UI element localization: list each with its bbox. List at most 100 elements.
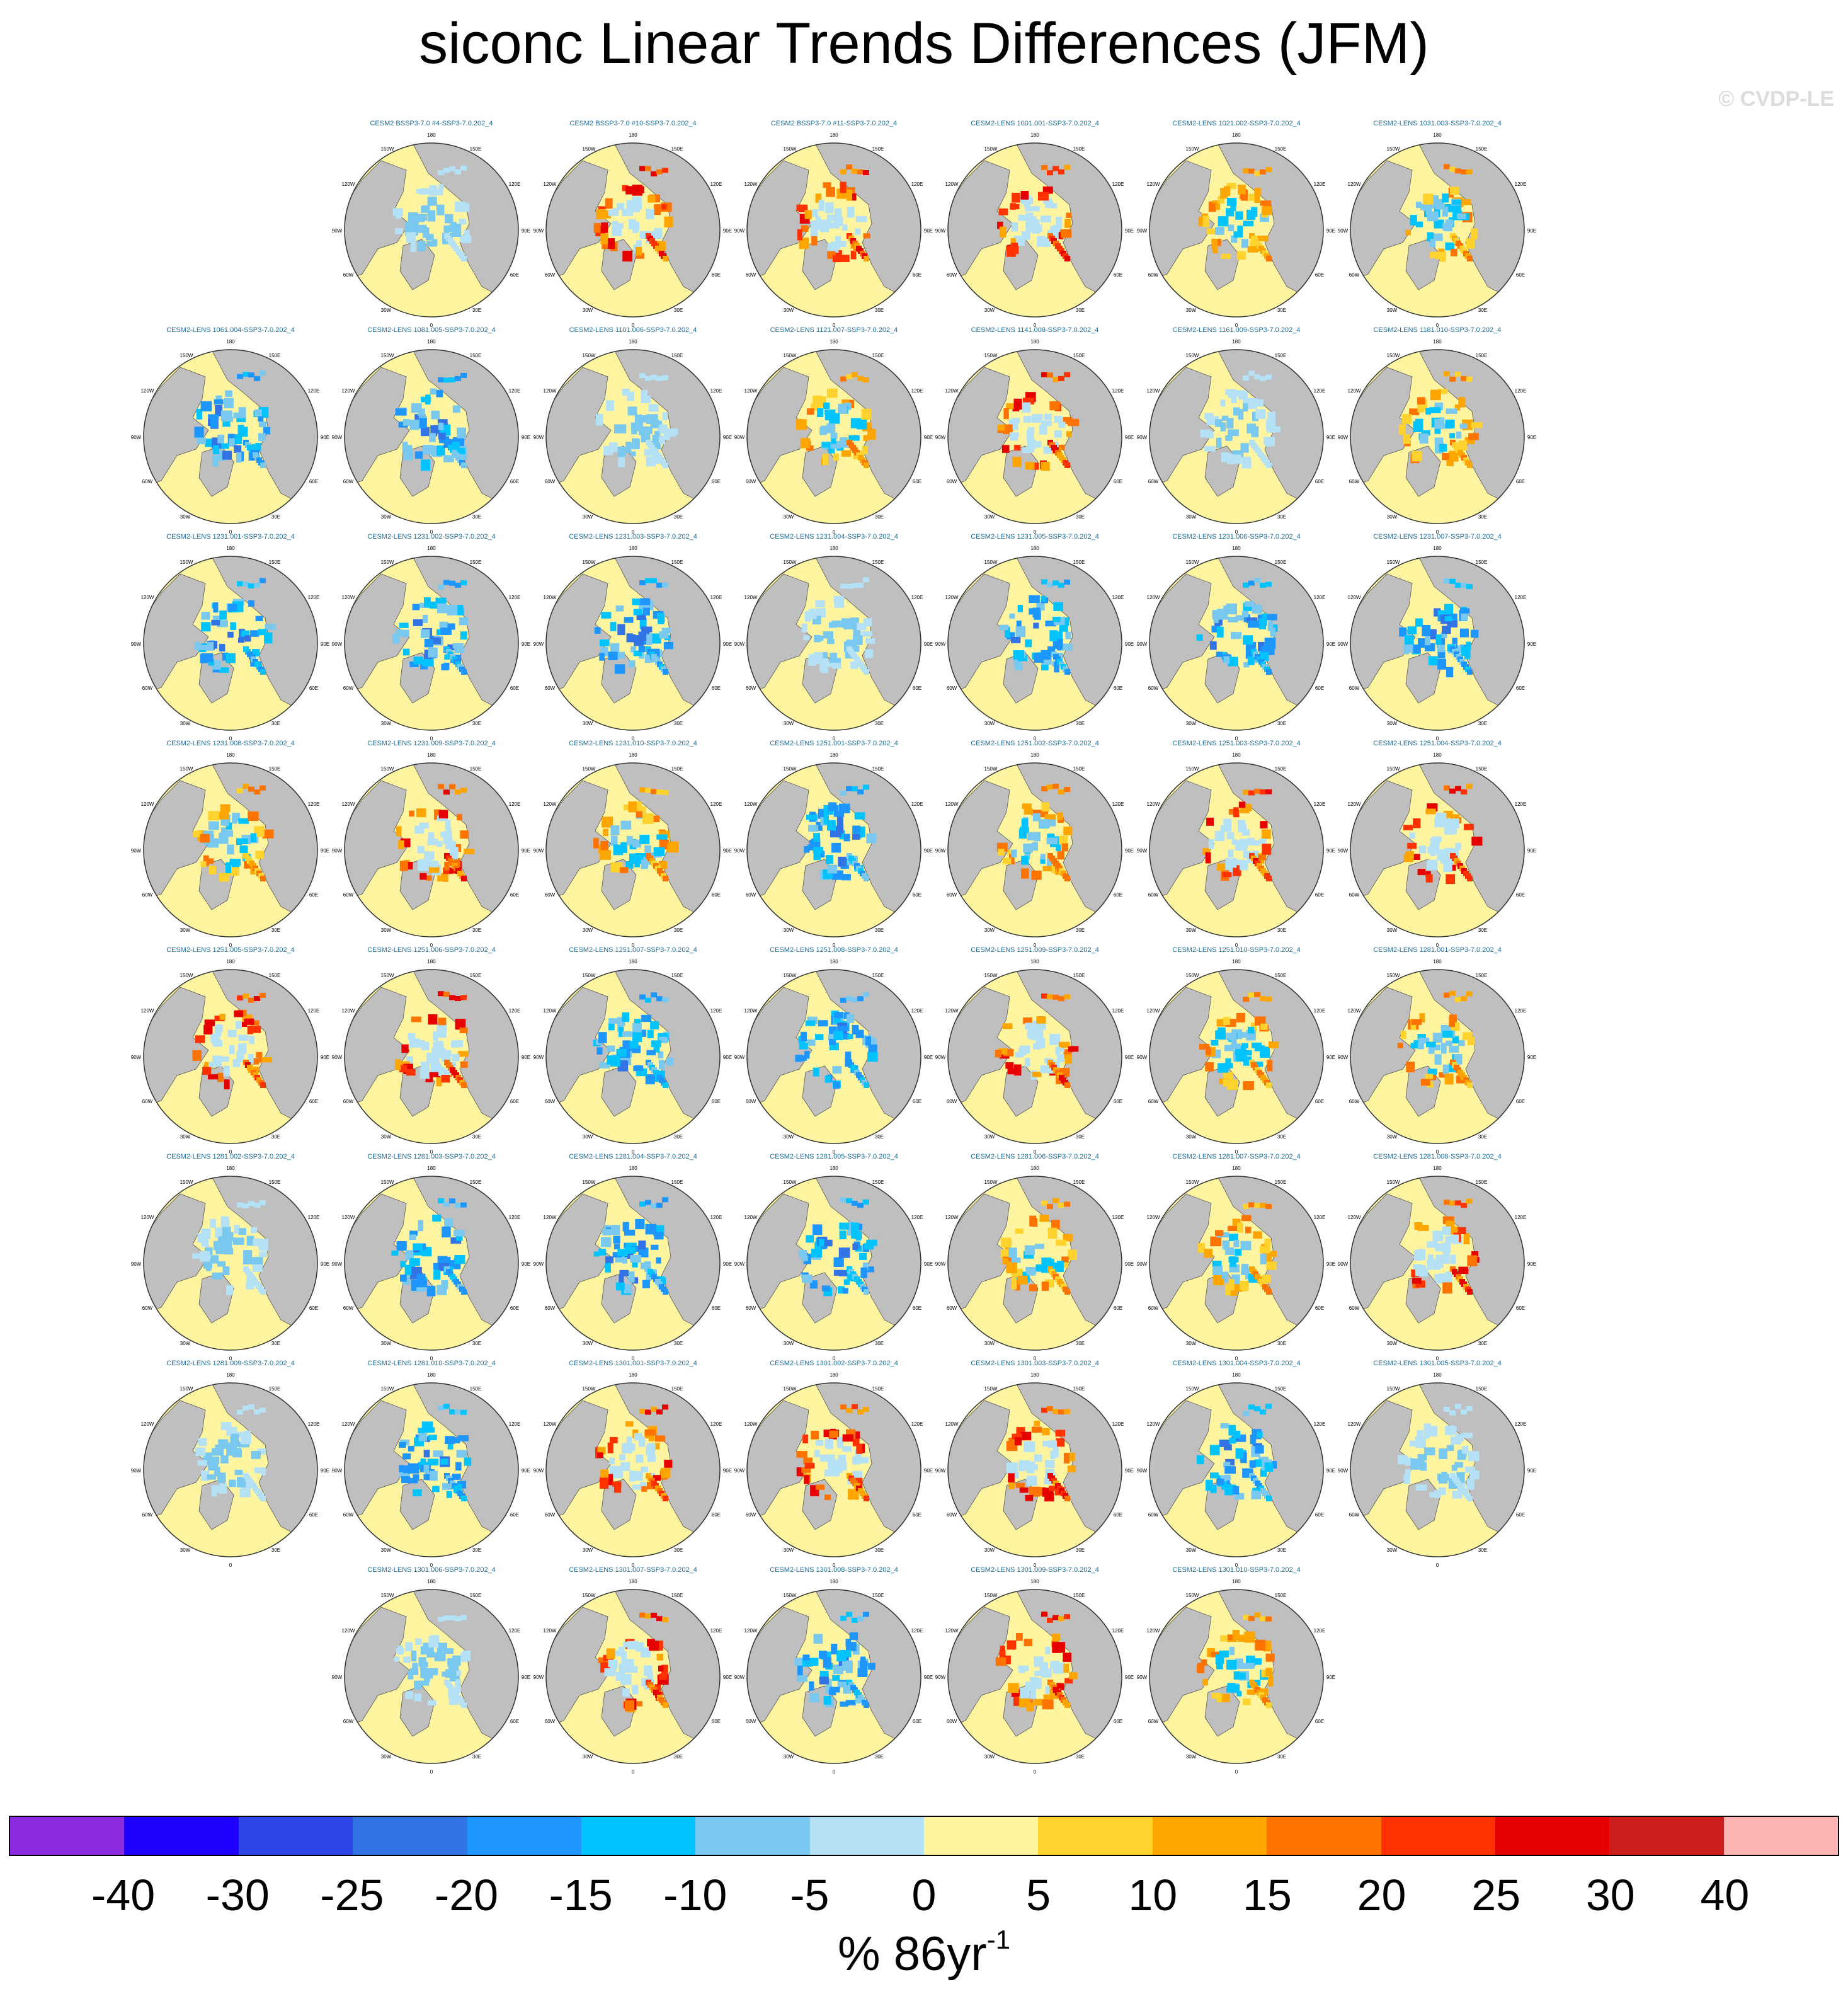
trend-cell: [1066, 212, 1072, 218]
trend-cell: [840, 169, 847, 175]
longitude-label: 120E: [308, 801, 320, 807]
map-outline: [746, 349, 921, 524]
trend-cell: [1240, 1241, 1252, 1251]
trend-cell: [1449, 1016, 1456, 1027]
trend-cell: [1010, 432, 1019, 438]
trend-cell: [1007, 1069, 1018, 1075]
trend-cell: [1442, 453, 1449, 461]
trend-cell: [435, 188, 443, 195]
trend-cell: [857, 623, 867, 631]
longitude-label: 60E: [712, 272, 721, 278]
trend-cell: [602, 240, 610, 249]
trend-cell: [1420, 1079, 1430, 1086]
longitude-label: 30E: [875, 927, 884, 933]
trend-cell: [839, 1230, 847, 1240]
trend-cell: [1467, 256, 1473, 261]
trend-cell: [217, 435, 225, 444]
trend-cell: [464, 849, 474, 854]
colorbar-tick-label: -30: [205, 1871, 270, 1920]
longitude-label: 90E: [321, 435, 329, 440]
trend-cell: [796, 1451, 807, 1458]
trend-cell: [1258, 854, 1267, 861]
trend-cell: [1014, 1437, 1022, 1446]
longitude-label: 180: [427, 1372, 436, 1378]
longitude-label: 30E: [1478, 307, 1487, 313]
trend-cell: [1212, 1261, 1222, 1266]
trend-cell: [656, 1654, 663, 1661]
trend-cell: [1467, 1289, 1473, 1295]
trend-cell: [840, 1701, 848, 1707]
trend-cell: [1464, 437, 1475, 444]
trend-cell: [215, 1029, 221, 1037]
longitude-label: 180: [226, 1166, 235, 1171]
trend-cell: [403, 1465, 411, 1474]
trend-cell: [1442, 207, 1448, 217]
longitude-label: 120E: [308, 1421, 320, 1427]
trend-cell: [1468, 1451, 1480, 1462]
trend-cell: [1231, 839, 1238, 845]
longitude-label: 60E: [913, 1512, 921, 1518]
longitude-label: 90E: [723, 1675, 732, 1680]
longitude-label: 150W: [784, 766, 797, 772]
trend-cell: [607, 1442, 613, 1453]
longitude-label: 120E: [308, 388, 320, 394]
map-outline: [1149, 1176, 1324, 1351]
trend-cell: [823, 815, 829, 825]
trend-cell: [656, 789, 663, 794]
longitude-label: 120W: [342, 801, 355, 807]
trend-cell: [447, 1443, 453, 1450]
longitude-label: 120W: [945, 388, 959, 394]
trend-cell: [1423, 193, 1434, 205]
trend-cell: [1027, 216, 1037, 226]
longitude-label: 180: [1030, 546, 1039, 551]
trend-cell: [258, 416, 264, 422]
colorbar-swatch: [1038, 1817, 1153, 1855]
longitude-label: 30E: [472, 1547, 481, 1553]
trend-cell: [242, 784, 249, 789]
trend-cell: [1461, 199, 1471, 205]
trend-cell: [662, 412, 668, 420]
trend-cell: [803, 635, 810, 641]
trend-cell: [862, 445, 868, 454]
longitude-label: 30E: [472, 721, 481, 726]
longitude-label: 150W: [1387, 1386, 1400, 1392]
trend-cell: [864, 1082, 869, 1088]
longitude-label: 90E: [1527, 641, 1536, 647]
trend-cell: [1228, 656, 1238, 667]
trend-cell: [201, 612, 210, 620]
longitude-label: 0: [1034, 736, 1037, 742]
trend-cell: [1455, 1434, 1464, 1442]
trend-cell: [438, 584, 444, 590]
trend-cell: [202, 1067, 212, 1075]
trend-cell: [1462, 1433, 1473, 1438]
longitude-label: 90E: [1326, 1675, 1335, 1680]
longitude-label: 120E: [1112, 1215, 1124, 1220]
map-panel: CESM2-LENS 1281.002-SSP3-7.0.202_4180150…: [131, 1153, 329, 1361]
map-outline: [1350, 142, 1525, 318]
trend-cell: [433, 1263, 443, 1270]
trend-cell: [645, 578, 651, 583]
longitude-label: 90E: [1527, 435, 1536, 440]
trend-cell: [656, 582, 663, 588]
trend-cell: [840, 1197, 847, 1203]
trend-cell: [455, 1019, 466, 1030]
trend-cell: [1064, 1614, 1070, 1620]
trend-cell: [219, 873, 230, 882]
trend-cell: [413, 1474, 419, 1481]
map-fields: [948, 1176, 1122, 1350]
land-mass: [814, 1590, 921, 1753]
longitude-label: 90E: [321, 641, 329, 647]
longitude-label: 90E: [321, 1055, 329, 1060]
longitude-label: 0: [229, 529, 232, 535]
longitude-label: 90W: [131, 848, 142, 854]
longitude-label: 0: [833, 1356, 836, 1361]
trend-cell: [1410, 1043, 1419, 1048]
trend-cell: [1051, 1219, 1060, 1230]
trend-cell: [214, 1024, 223, 1033]
trend-cell: [841, 874, 851, 881]
trend-cell: [662, 789, 668, 795]
trend-cell: [852, 997, 858, 1002]
map-panel: CESM2-LENS 1081.005-SSP3-7.0.202_4180150…: [332, 326, 530, 535]
trend-cell: [864, 1702, 869, 1708]
trend-cell: [1260, 821, 1268, 828]
